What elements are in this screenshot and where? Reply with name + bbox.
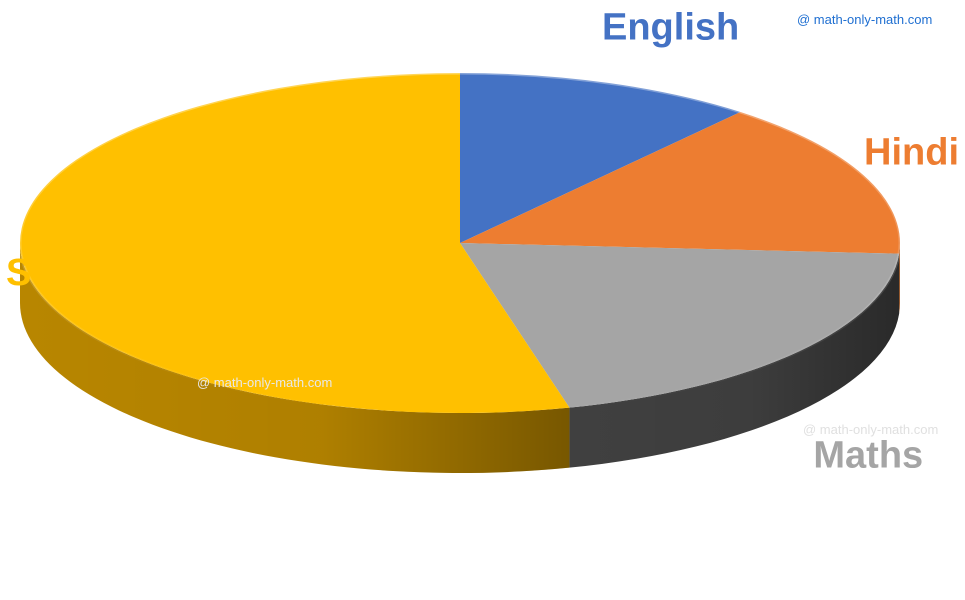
- slice-science[interactable]: [20, 73, 570, 413]
- label-science: Science: [6, 252, 150, 294]
- watermark-top: @ math-only-math.com: [797, 12, 932, 27]
- pie-side-walls: [20, 243, 900, 473]
- pie-slices: [18, 71, 902, 415]
- label-english: English: [602, 7, 739, 49]
- slice-english[interactable]: [460, 73, 741, 243]
- label-hindi: Hindi: [864, 132, 959, 174]
- pie-rim-highlight: [18, 71, 902, 415]
- label-maths: Maths: [813, 435, 923, 477]
- side-wall-shade: [569, 253, 900, 468]
- pie-category-labels: English Hindi Maths Science: [6, 7, 959, 477]
- slice-maths[interactable]: [460, 243, 900, 408]
- watermark-right: @ math-only-math.com: [803, 422, 938, 437]
- watermark-center: @ math-only-math.com: [197, 375, 332, 390]
- side-wall-shade: [20, 243, 570, 473]
- slice-hindi[interactable]: [460, 112, 900, 254]
- side-wall-shade: [899, 243, 900, 314]
- watermarks: @ math-only-math.com @ math-only-math.co…: [197, 12, 938, 437]
